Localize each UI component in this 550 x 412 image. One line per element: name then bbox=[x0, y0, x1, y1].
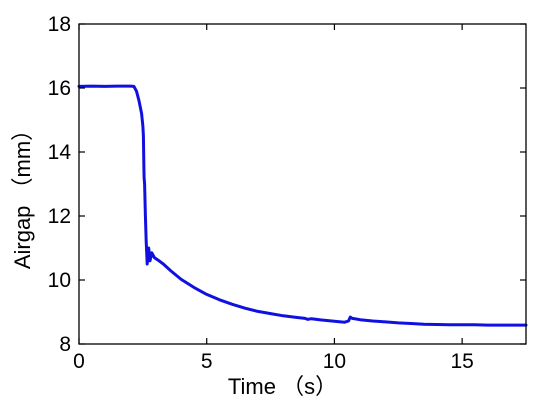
axes-frame bbox=[78, 23, 527, 345]
y-tick-label-3: 14 bbox=[48, 141, 72, 164]
x-tick-label-0: 0 bbox=[73, 350, 85, 373]
y-tick-label-2: 12 bbox=[48, 205, 71, 228]
series-line-0 bbox=[77, 84, 528, 327]
x-tick-label-2: 10 bbox=[323, 350, 346, 373]
y-tick-label-5: 18 bbox=[48, 13, 71, 36]
y-tick-label-1: 10 bbox=[48, 269, 71, 292]
plot-area bbox=[77, 84, 528, 327]
x-tick-label-1: 5 bbox=[201, 350, 213, 373]
x-tick-label-3: 15 bbox=[450, 350, 473, 373]
y-axis-title: Airgap （mm） bbox=[10, 119, 35, 269]
y-tick-label-0: 8 bbox=[59, 333, 71, 356]
y-tick-label-4: 16 bbox=[48, 77, 71, 100]
x-axis-title: Time （s） bbox=[228, 374, 337, 399]
axis-tick-labels: 0 5 10 15 8 10 12 14 16 18 bbox=[48, 13, 474, 373]
axis-ticks bbox=[78, 23, 526, 345]
